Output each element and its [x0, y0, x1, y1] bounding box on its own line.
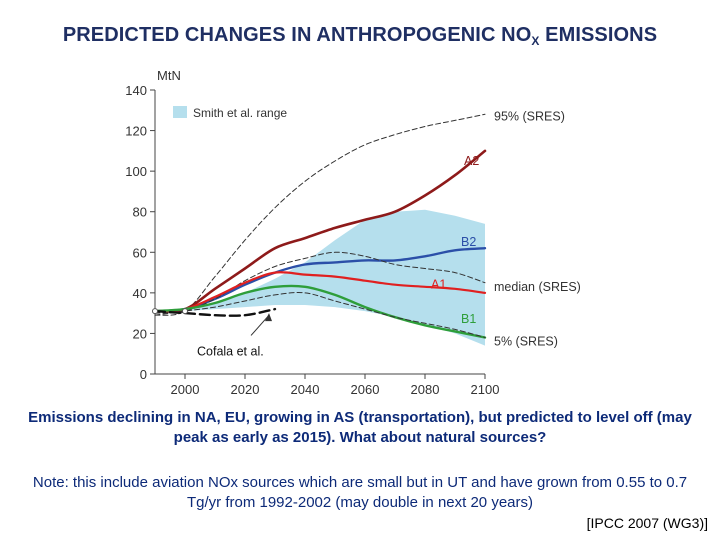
y-tick-label: 60 [133, 245, 147, 260]
series-label-5-sres: 5% (SRES) [494, 335, 558, 349]
title-end-text: EMISSIONS [539, 24, 658, 46]
slide-title: PREDICTED CHANGES IN ANTHROPOGENIC NOX E… [0, 24, 720, 48]
series-line-median-sres [154, 251, 486, 314]
x-tick-label: 2020 [231, 382, 260, 397]
series-label-b1: B1 [461, 312, 476, 326]
y-tick-label: 100 [125, 164, 147, 179]
title-subscript: X [531, 34, 540, 48]
y-tick-label: 120 [125, 124, 147, 139]
series-line-cofala-et-al [153, 307, 277, 317]
series-label-a2: A2 [464, 154, 479, 168]
x-tick-label: 2100 [471, 382, 500, 397]
y-tick-label: 80 [133, 205, 147, 220]
series-label-median-sres: median (SRES) [494, 280, 581, 294]
cofala-pointer-head [265, 313, 272, 322]
x-tick-label: 2060 [351, 382, 380, 397]
caption-summary: Emissions declining in NA, EU, growing i… [28, 409, 692, 446]
citation: [IPCC 2007 (WG3)] [586, 515, 708, 531]
series-line-a2 [153, 149, 487, 313]
series-line-a1 [153, 271, 487, 313]
title-main-text: PREDICTED CHANGES IN ANTHROPOGENIC NO [62, 24, 532, 46]
x-tick-label: 2080 [411, 382, 440, 397]
base-marker [152, 308, 158, 315]
series-label-b2: B2 [461, 235, 476, 249]
series-label-a1: A1 [431, 278, 446, 292]
x-tick-label: 2000 [171, 382, 200, 397]
y-tick-label: 40 [133, 286, 147, 301]
legend-label: Smith et al. range [193, 106, 287, 120]
y-tick-label: 140 [125, 83, 147, 98]
series-label-95-sres: 95% (SRES) [494, 109, 565, 123]
cofala-pointer-line [250, 314, 270, 336]
y-tick-label: 0 [140, 367, 147, 382]
legend-swatch [173, 106, 187, 118]
series-label-cofala-et-al: Cofala et al. [197, 345, 264, 359]
series-line-95-sres [154, 113, 486, 316]
y-tick-label: 20 [133, 326, 147, 341]
caption-note: Note: this include aviation NOx sources … [32, 474, 688, 511]
series-line-5-sres [154, 292, 486, 338]
y-axis-label: MtN [157, 68, 181, 83]
x-tick-label: 2040 [291, 382, 320, 397]
series-line-b1 [153, 284, 487, 339]
base-marker [182, 308, 188, 315]
